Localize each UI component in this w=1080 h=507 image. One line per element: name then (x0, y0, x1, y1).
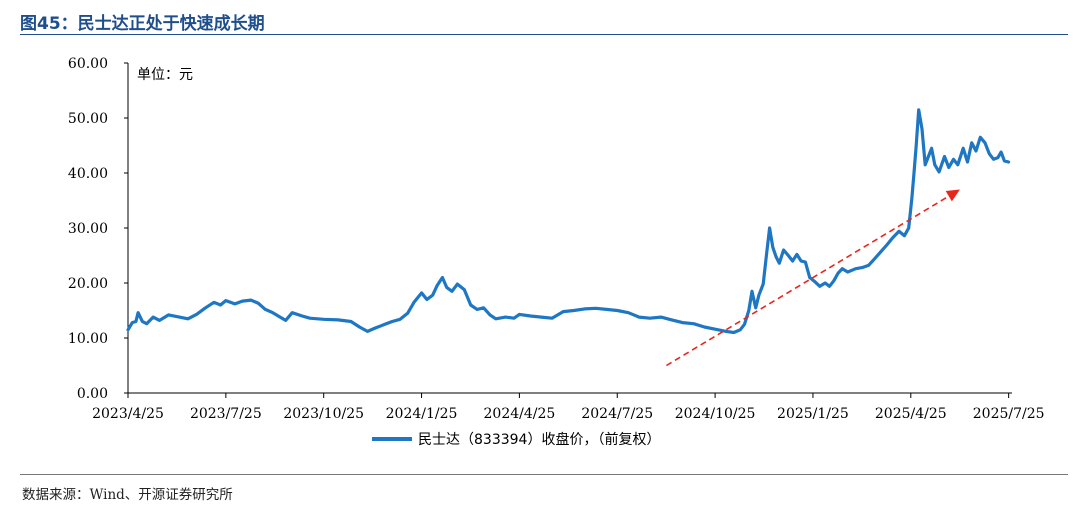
x-tick-label: 2025/1/25 (777, 406, 849, 422)
y-tick-label: 10.00 (68, 331, 108, 347)
legend-label: 民士达（833394）收盘价，（前复权） (418, 431, 660, 448)
y-tick-label: 40.00 (68, 166, 108, 182)
x-tick-label: 2024/10/25 (675, 406, 756, 422)
y-tick-label: 50.00 (68, 111, 108, 127)
price-line-chart: 0.00 10.00 20.00 30.00 40.00 50.00 60.00 2023/4… (68, 56, 1045, 448)
trend-arrow-head (945, 189, 960, 202)
price-series-line (126, 108, 1011, 335)
x-tick-label: 2023/10/25 (283, 406, 364, 422)
unit-label: 单位：元 (137, 67, 193, 83)
x-tick-label: 2024/4/25 (484, 406, 556, 422)
figure-title: 图45：民士达正处于快速成长期 (20, 14, 265, 34)
y-tick-label: 0.00 (77, 386, 108, 402)
x-tick-label: 2025/7/25 (973, 406, 1045, 422)
x-tick-label: 2023/7/25 (190, 406, 262, 422)
figure-title-bar: 图45：民士达正处于快速成长期 (20, 8, 1068, 35)
y-tick-label: 60.00 (68, 56, 108, 72)
trend-arrow-line (665, 195, 950, 367)
x-tick-label: 2025/4/25 (875, 406, 947, 422)
x-tick-label: 2024/7/25 (581, 406, 653, 422)
footer-divider (20, 474, 1068, 475)
y-tick-label: 20.00 (68, 276, 108, 292)
y-tick-label: 30.00 (68, 221, 108, 237)
source-note: 数据来源：Wind、开源证券研究所 (22, 487, 233, 503)
x-tick-label: 2023/4/25 (92, 406, 164, 422)
x-tick-label: 2024/1/25 (386, 406, 458, 422)
